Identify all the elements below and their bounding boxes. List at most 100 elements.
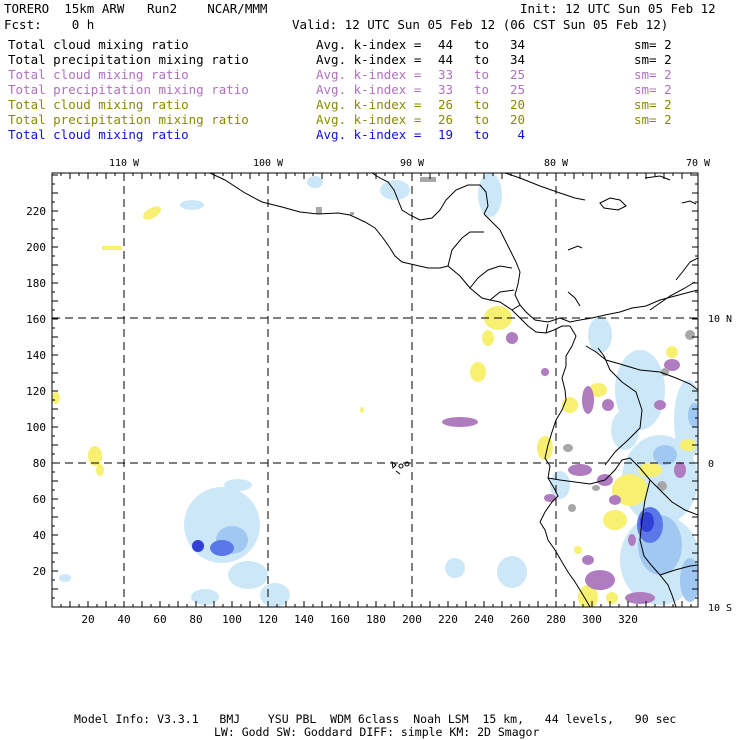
legend-index-to: to	[474, 82, 490, 97]
legend-index-high: 25	[510, 67, 526, 82]
legend-smoothing: sm= 2	[634, 37, 672, 52]
x-tick-label: 320	[618, 613, 638, 626]
legend-field-name: Total precipitation mixing ratio	[8, 82, 249, 97]
legend-index-label: Avg. k-index =	[316, 82, 422, 97]
latitude-label: 0	[708, 459, 714, 470]
legend-index-low: 26	[438, 112, 454, 127]
legend-smoothing: sm= 2	[634, 97, 672, 112]
legend-smoothing: sm= 2	[634, 82, 672, 97]
legend-field-name: Total cloud mixing ratio	[8, 97, 189, 112]
valid-time: Valid: 12 UTC Sun 05 Feb 12 (06 CST Sun …	[292, 17, 669, 32]
legend-index-to: to	[474, 67, 490, 82]
y-tick-label: 100	[26, 421, 46, 434]
legend-index-label: Avg. k-index =	[316, 112, 422, 127]
legend-index-high: 4	[510, 127, 526, 142]
legend-field-name: Total cloud mixing ratio	[8, 37, 189, 52]
legend-index-low: 44	[438, 37, 454, 52]
y-tick-label: 160	[26, 313, 46, 326]
graticule	[52, 173, 698, 607]
x-tick-label: 260	[510, 613, 530, 626]
y-tick-label: 60	[33, 493, 46, 506]
legend-row: Total cloud mixing ratio Avg. k-index = 26…	[8, 97, 728, 112]
legend-field-name: Total cloud mixing ratio	[8, 67, 189, 82]
y-tick-label: 140	[26, 349, 46, 362]
y-tick-label: 220	[26, 205, 46, 218]
legend-field-name: Total cloud mixing ratio	[8, 127, 189, 142]
legend-row: Total precipitation mixing ratio Avg. k-i…	[8, 52, 728, 67]
x-tick-label: 20	[81, 613, 94, 626]
yellow-shading	[52, 206, 696, 607]
forecast-hour: Fcst: 0 h	[4, 17, 95, 32]
legend-row: Total cloud mixing ratio Avg. k-index = 33…	[8, 67, 728, 82]
legend-index-to: to	[474, 127, 490, 142]
legend-index-low: 33	[438, 82, 454, 97]
latitude-label: 10 N	[708, 314, 732, 325]
legend-row: Total cloud mixing ratio Avg. k-index = 19…	[8, 127, 728, 142]
legend-field-name: Total precipitation mixing ratio	[8, 52, 249, 67]
legend-index-high: 25	[510, 82, 526, 97]
legend-index-to: to	[474, 97, 490, 112]
legend-index-label: Avg. k-index =	[316, 67, 422, 82]
longitude-label: 110 W	[109, 158, 140, 169]
legend-smoothing: sm= 2	[634, 52, 672, 67]
legend-index-high: 20	[510, 112, 526, 127]
legend-index-high: 34	[510, 52, 526, 67]
legend-index-label: Avg. k-index =	[316, 127, 422, 142]
tick-marks	[51, 173, 698, 608]
x-tick-label: 40	[117, 613, 130, 626]
legend-index-to: to	[474, 52, 490, 67]
blue-shading	[210, 507, 663, 556]
x-tick-label: 160	[330, 613, 350, 626]
legend-index-low: 33	[438, 67, 454, 82]
longitude-label: 70 W	[686, 158, 711, 169]
plot-frame	[51, 172, 699, 608]
latitude-label: 10 S	[708, 603, 732, 614]
legend-index-label: Avg. k-index =	[316, 37, 422, 52]
model-info: Model Info: V3.3.1 BMJ YSU PBL WDM 6clas…	[74, 712, 677, 726]
legend-index-low: 44	[438, 52, 454, 67]
longitude-label: 80 W	[544, 158, 569, 169]
legend-smoothing: sm= 2	[634, 67, 672, 82]
x-tick-label: 80	[189, 613, 202, 626]
y-tick-label: 80	[33, 457, 46, 470]
legend-index-low: 19	[438, 127, 454, 142]
physics-info: LW: Godd SW: Goddard DIFF: simple KM: 2D…	[214, 725, 540, 739]
coastlines	[209, 173, 698, 607]
x-tick-label: 280	[546, 613, 566, 626]
y-tick-label: 200	[26, 241, 46, 254]
dark-blue-shading	[192, 512, 654, 552]
x-tick-label: 300	[582, 613, 602, 626]
legend-row: Total cloud mixing ratio Avg. k-index = 44…	[8, 37, 728, 52]
x-tick-label: 200	[402, 613, 422, 626]
y-tick-label: 180	[26, 277, 46, 290]
tick-labels: 20 40 60 80 100 120 140 160 180 200 220 240 260 280 30…	[26, 158, 732, 626]
longitude-label: 100 W	[253, 158, 284, 169]
legend-index-high: 34	[510, 37, 526, 52]
x-tick-label: 100	[222, 613, 242, 626]
x-tick-label: 60	[153, 613, 166, 626]
model-title: TORERO 15km ARW Run2 NCAR/MMM	[4, 1, 268, 16]
longitude-label: 90 W	[400, 158, 425, 169]
x-tick-label: 140	[294, 613, 314, 626]
legend-index-to: to	[474, 37, 490, 52]
gray-shading	[316, 177, 695, 512]
x-tick-label: 180	[366, 613, 386, 626]
legend-field-name: Total precipitation mixing ratio	[8, 112, 249, 127]
precip-shading	[52, 173, 698, 607]
y-tick-label: 20	[33, 565, 46, 578]
legend-index-to: to	[474, 112, 490, 127]
legend-index-label: Avg. k-index =	[316, 97, 422, 112]
init-time: Init: 12 UTC Sun 05 Feb 12	[520, 1, 716, 16]
x-tick-label: 240	[474, 613, 494, 626]
legend-row: Total precipitation mixing ratio Avg. k-i…	[8, 82, 728, 97]
legend-smoothing: sm= 2	[634, 112, 672, 127]
x-tick-label: 120	[258, 613, 278, 626]
y-tick-label: 40	[33, 529, 46, 542]
legend-row: Total precipitation mixing ratio Avg. k-i…	[8, 112, 728, 127]
legend-index-high: 20	[510, 97, 526, 112]
legend-index-low: 26	[438, 97, 454, 112]
y-tick-label: 120	[26, 385, 46, 398]
legend-index-label: Avg. k-index =	[316, 52, 422, 67]
x-tick-label: 220	[438, 613, 458, 626]
